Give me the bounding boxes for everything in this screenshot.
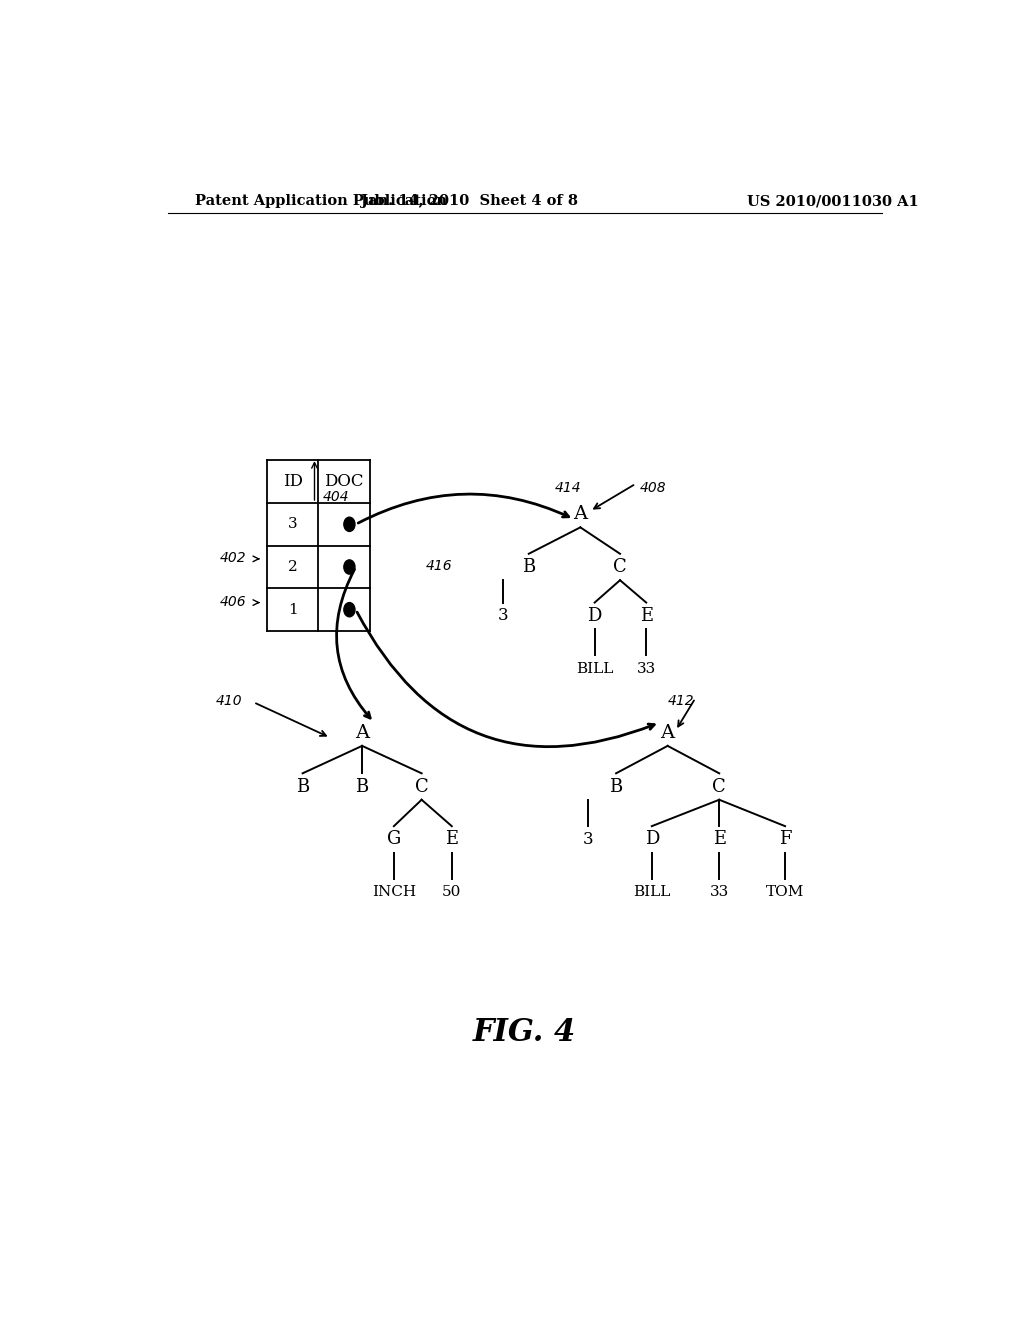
Text: A: A bbox=[660, 723, 675, 742]
Text: A: A bbox=[355, 723, 370, 742]
Text: A: A bbox=[573, 506, 588, 523]
Text: ID: ID bbox=[283, 473, 303, 490]
Text: C: C bbox=[415, 777, 428, 796]
Text: 402: 402 bbox=[219, 550, 246, 565]
Text: DOC: DOC bbox=[325, 473, 364, 490]
Text: 408: 408 bbox=[640, 480, 667, 495]
Text: 406: 406 bbox=[219, 594, 246, 609]
Text: 412: 412 bbox=[668, 694, 694, 709]
Text: 3: 3 bbox=[498, 607, 508, 624]
Circle shape bbox=[344, 517, 355, 532]
Text: Jan. 14, 2010  Sheet 4 of 8: Jan. 14, 2010 Sheet 4 of 8 bbox=[360, 194, 578, 209]
Text: B: B bbox=[355, 777, 369, 796]
Text: US 2010/0011030 A1: US 2010/0011030 A1 bbox=[748, 194, 919, 209]
Text: Patent Application Publication: Patent Application Publication bbox=[196, 194, 447, 209]
Text: B: B bbox=[609, 777, 623, 796]
Text: D: D bbox=[588, 607, 602, 624]
Text: F: F bbox=[779, 830, 792, 849]
Text: G: G bbox=[387, 830, 401, 849]
Text: 414: 414 bbox=[555, 480, 582, 495]
Text: E: E bbox=[445, 830, 459, 849]
Text: INCH: INCH bbox=[372, 886, 416, 899]
Text: 50: 50 bbox=[442, 886, 462, 899]
Circle shape bbox=[344, 602, 355, 616]
Text: 2: 2 bbox=[288, 560, 298, 574]
Text: 3: 3 bbox=[583, 830, 594, 847]
Text: 1: 1 bbox=[288, 603, 298, 616]
Text: B: B bbox=[522, 558, 536, 576]
Text: 33: 33 bbox=[710, 886, 729, 899]
Text: BILL: BILL bbox=[575, 661, 613, 676]
Text: 33: 33 bbox=[637, 661, 655, 676]
Circle shape bbox=[344, 560, 355, 574]
Text: FIG. 4: FIG. 4 bbox=[473, 1016, 577, 1048]
Text: 416: 416 bbox=[426, 560, 453, 573]
Text: B: B bbox=[296, 777, 309, 796]
Text: TOM: TOM bbox=[766, 886, 804, 899]
Text: 410: 410 bbox=[215, 694, 242, 709]
Text: BILL: BILL bbox=[633, 886, 671, 899]
Text: C: C bbox=[613, 558, 627, 576]
Text: 3: 3 bbox=[288, 517, 298, 532]
Text: E: E bbox=[713, 830, 726, 849]
Text: 404: 404 bbox=[323, 490, 349, 504]
Text: D: D bbox=[644, 830, 659, 849]
Text: C: C bbox=[713, 777, 726, 796]
Text: E: E bbox=[640, 607, 652, 624]
